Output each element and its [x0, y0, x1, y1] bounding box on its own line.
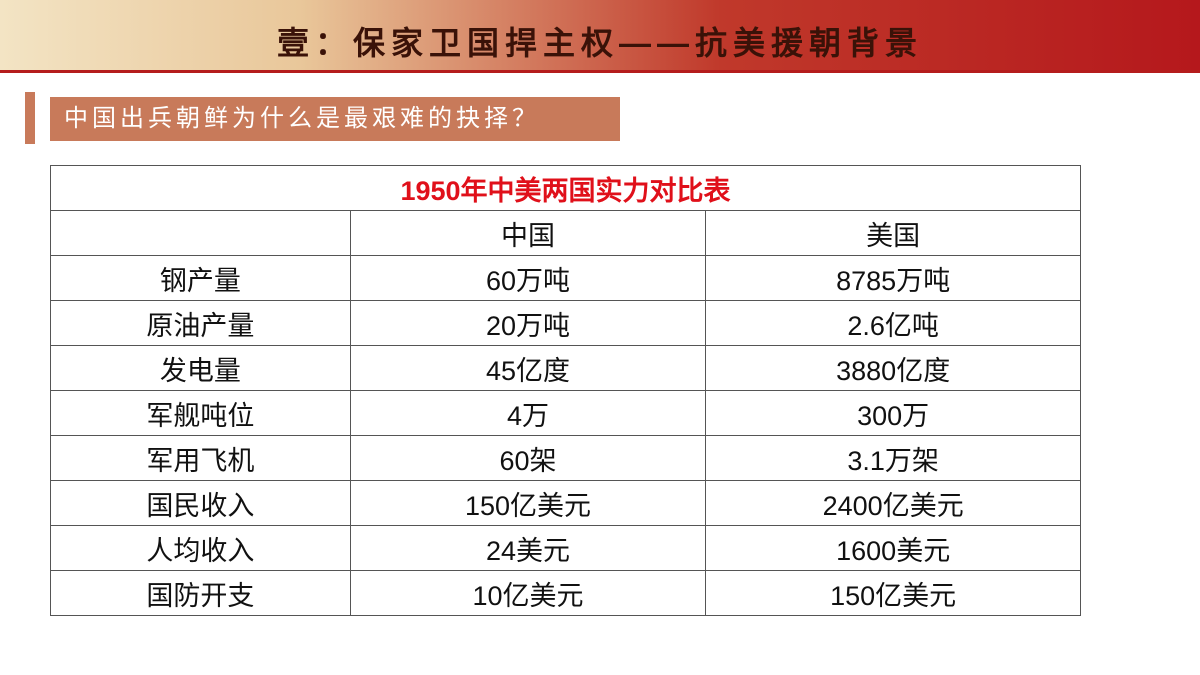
table-cell: 3.1万架 [705, 435, 1081, 481]
table-cell: 24美元 [349, 525, 707, 571]
table-row: 国防开支 10亿美元 150亿美元 [50, 570, 1081, 616]
table-row: 钢产量 60万吨 8785万吨 [50, 255, 1081, 301]
table-cell: 20万吨 [349, 300, 707, 346]
table-cell: 60万吨 [349, 255, 707, 301]
table-cell: 发电量 [50, 345, 351, 391]
table-row: 发电量 45亿度 3880亿度 [50, 345, 1081, 391]
table-title: 1950年中美两国实力对比表 [50, 165, 1081, 211]
table-cell: 4万 [349, 390, 707, 436]
table-cell: 钢产量 [50, 255, 351, 301]
table-cell: 军舰吨位 [50, 390, 351, 436]
table-cell: 2400亿美元 [705, 480, 1081, 526]
table-cell: 60架 [349, 435, 707, 481]
table-cell: 300万 [705, 390, 1081, 436]
table-cell: 国防开支 [50, 570, 351, 616]
table-cell: 2.6亿吨 [705, 300, 1081, 346]
table-cell: 人均收入 [50, 525, 351, 571]
table-cell: 150亿美元 [705, 570, 1081, 616]
table-cell: 45亿度 [349, 345, 707, 391]
subtitle-bar [25, 92, 35, 144]
table-row: 人均收入 24美元 1600美元 [50, 525, 1081, 571]
header-row: 中国 美国 [50, 210, 1081, 256]
table-row: 国民收入 150亿美元 2400亿美元 [50, 480, 1081, 526]
table-cell: 150亿美元 [349, 480, 707, 526]
table-cell: 军用飞机 [50, 435, 351, 481]
table-cell: 8785万吨 [705, 255, 1081, 301]
title-row: 1950年中美两国实力对比表 [50, 165, 1081, 211]
table-row: 军舰吨位 4万 300万 [50, 390, 1081, 436]
table-cell: 10亿美元 [349, 570, 707, 616]
table-row: 军用飞机 60架 3.1万架 [50, 435, 1081, 481]
header-cell: 美国 [705, 210, 1081, 256]
table-cell: 国民收入 [50, 480, 351, 526]
banner [0, 0, 1200, 70]
table-row: 原油产量 20万吨 2.6亿吨 [50, 300, 1081, 346]
table-cell: 1600美元 [705, 525, 1081, 571]
subtitle: 中国出兵朝鲜为什么是最艰难的抉择？ [50, 97, 620, 141]
table-cell: 3880亿度 [705, 345, 1081, 391]
comparison-table: 1950年中美两国实力对比表 中国 美国 钢产量 60万吨 8785万吨 原油产量 20万吨 2… [50, 165, 1081, 616]
slide-title: 壹：保家卫国捍主权——抗美援朝背景 [276, 25, 923, 61]
banner-line [0, 70, 1200, 73]
table-cell: 原油产量 [50, 300, 351, 346]
header-cell [50, 210, 351, 256]
header-cell: 中国 [349, 210, 707, 256]
